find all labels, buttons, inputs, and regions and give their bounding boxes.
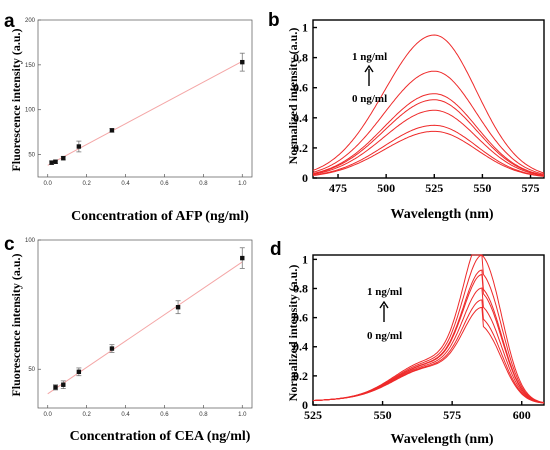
panel-c-chart: 0.0 0.2 0.4 0.6 0.8 1.0 50 100 [25,238,253,418]
panel-b-xtick-label: 575 [522,181,540,195]
panel-a-ytick-label: 200 [25,18,36,24]
panel-b-ytick-label: 0.8 [293,51,308,65]
panel-a-xtick-label: 0.4 [121,181,130,187]
panel-c-ytick-label: 50 [28,367,35,373]
panel-b-ytick-label: 0 [302,171,308,185]
panel-c-xtick-label: 0.0 [44,412,53,418]
panel-a-fit-line [47,60,243,166]
panel-c-ytick-label: 100 [25,238,36,244]
panel-d-chart: 525 550 575 600 0 0.2 0.4 0.6 0.8 1 [293,252,545,422]
panel-d-xtick-label: 550 [374,408,392,422]
panel-d-ytick-label: 0.8 [293,281,308,295]
panel-a-data-point [49,160,54,165]
panel-d-arrow-icon [379,300,389,322]
panel-b-ylabel: Normalized intensity (a.u.) [286,28,300,165]
panel-b-ytick-label: 0.2 [293,141,308,155]
panel-b-arrow-icon [364,64,374,86]
panel-c-data-point [109,346,115,351]
panel-b-chart: 475 500 525 550 575 0 0.2 0.4 0.6 0.8 1 [293,19,545,195]
panel-c-xtick-label: 0.2 [82,412,91,418]
panel-a-data-point [61,155,66,161]
panel-d-ytick-label: 0.2 [293,369,308,383]
panel-b-spectrum-line [312,109,545,177]
panel-d-ytick-label: 0.6 [293,311,308,325]
panel-b-annotation-top: 1 ng/ml [352,51,387,63]
panel-a-ytick-label: 50 [28,153,35,159]
panel-d-annotation-bottom: 0 ng/ml [367,330,402,342]
panel-a-ylabel: Fluorescence intensity (a.u.) [9,28,23,171]
panel-d-annotation-top: 1 ng/ml [367,286,402,298]
panel-b-spectrum-line [312,34,545,174]
panel-d-spectrum-line [313,269,545,404]
panel-b-xlabel: Wavelength (nm) [390,207,493,222]
panel-d-xtick-label: 600 [513,408,531,422]
panel-b-xtick-label: 525 [425,181,443,195]
panel-c-xtick-label: 0.8 [199,412,208,418]
panel-letter-c: c [4,234,15,255]
panel-a-xtick-label: 0.2 [82,181,91,187]
panel-c-data-point [240,255,245,261]
panel-b-xtick-label: 475 [329,181,347,195]
panel-d-spectrum-line [312,299,545,404]
panel-a-xtick-label: 0.8 [199,181,208,187]
panel-b-ytick-label: 0.4 [293,111,308,125]
panel-a-frame [37,19,253,178]
panel-c-data-point [61,382,66,387]
panel-d-spectrum-line [313,273,545,404]
panel-b-xtick-label: 550 [473,181,491,195]
panel-c-xtick-label: 1.0 [238,412,247,418]
panel-b-xtick-label: 500 [377,181,395,195]
panel-a-data-point [109,128,115,133]
panel-a-xtick-label: 0.6 [160,181,169,187]
panel-d-spectrum-line [312,306,545,404]
panel-letter-d: d [270,239,282,260]
panel-c-xtick-label: 0.6 [160,412,169,418]
panel-c-data-point [53,385,58,390]
panel-c-xlabel: Concentration of CEA (ng/ml) [70,429,251,444]
panel-c-data-point [76,369,82,375]
panel-d-ylabel: Normalized intensity (a.u.) [286,265,300,402]
panel-d-xtick-label: 525 [304,408,322,422]
panel-b-ytick-label: 0.6 [293,81,308,95]
panel-c-xtick-label: 0.4 [121,412,130,418]
panel-b-spectrum-line [312,99,545,176]
panel-b-spectrum-line [312,93,545,176]
panel-b-spectrum-line [312,124,545,177]
panel-d-frame [312,254,545,406]
panel-a-chart: 0.0 0.2 0.4 0.6 0.8 1.0 50 100 150 200 [25,18,253,187]
panel-b-ytick-label: 1 [302,21,308,35]
panel-letter-a: a [4,11,15,32]
panel-b-spectrum-line [312,130,545,177]
panel-a-xtick-label: 1.0 [238,181,247,187]
panel-c-ylabel: Fluorescence intensity (a.u.) [9,253,23,396]
panel-b-frame [312,19,545,179]
panel-a-data-point [53,159,58,164]
panel-d-spectrum-line [312,287,545,404]
panel-a-xlabel: Concentration of AFP (ng/ml) [71,209,249,224]
panel-d-ytick-label: 0.4 [293,340,308,354]
panel-b-spectrum-line [312,70,545,175]
panel-a-ytick-label: 150 [25,63,36,69]
panel-d-ytick-label: 1 [302,252,308,266]
panel-a-ytick-label: 100 [25,108,36,114]
panel-c-frame [37,239,253,409]
panel-b-annotation-bottom: 0 ng/ml [352,93,387,105]
panel-d-spectrum-line [313,254,545,404]
panel-d-xlabel: Wavelength (nm) [390,432,493,447]
panel-c-data-point [175,305,181,310]
panel-a-data-point [240,59,245,65]
panel-a-xtick-label: 0.0 [44,181,53,187]
panel-letter-b: b [268,10,280,31]
panel-d-spectrum-line [313,254,545,403]
panel-d-ytick-label: 0 [302,398,308,412]
panel-a-data-point [76,144,82,149]
panel-d-xtick-label: 575 [443,408,461,422]
